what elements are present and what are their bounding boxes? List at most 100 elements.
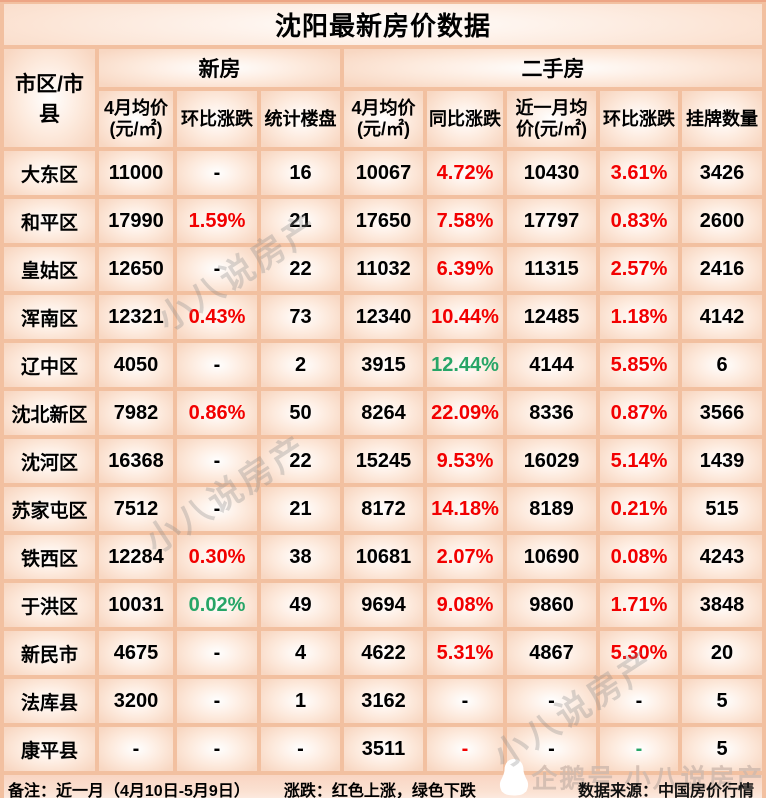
value-cell: 12485 — [507, 295, 596, 339]
value-cell: 8172 — [344, 487, 423, 531]
table-row: 和平区 17990 1.59% 21 17650 7.58% 17797 0.83% 2600 — [4, 199, 763, 243]
value-cell: 6 — [682, 343, 763, 387]
table-row: 苏家屯区 7512-21 8172 14.18% 8189 0.21% 515 — [4, 487, 763, 531]
value-cell: - — [177, 487, 257, 531]
value-cell: 1 — [261, 679, 340, 723]
value-cell: 12.44% — [427, 343, 503, 387]
table-row: 于洪区 10031 0.02% 49 9694 9.08% 9860 1.71% 3848 — [4, 583, 763, 627]
district-cell: 康平县 — [4, 727, 95, 771]
value-cell: 0.30% — [177, 535, 257, 579]
value-cell: 8189 — [507, 487, 596, 531]
value-cell: 20 — [682, 631, 763, 675]
table-row: 皇姑区 12650-22 11032 6.39% 11315 2.57% 2416 — [4, 247, 763, 291]
value-cell: 0.86% — [177, 391, 257, 435]
value-cell: 9.53% — [427, 439, 503, 483]
footer-bar: 备注：近一月（4月10日-5月9日） 涨跌：红色上涨，绿色下跌 数据来源：中国房价… — [4, 775, 762, 798]
value-cell: 14.18% — [427, 487, 503, 531]
page-title: 沈阳最新房价数据 — [4, 4, 762, 45]
value-cell: 4622 — [344, 631, 423, 675]
value-cell: 6.39% — [427, 247, 503, 291]
subheader-used-avg-price: 4月均价(元/㎡) — [344, 91, 423, 147]
value-cell: 12321 — [99, 295, 173, 339]
value-cell: 4142 — [682, 295, 763, 339]
value-cell: 12340 — [344, 295, 423, 339]
value-cell: - — [261, 727, 340, 771]
value-cell: 7512 — [99, 487, 173, 531]
value-cell: - — [177, 343, 257, 387]
value-cell: 17650 — [344, 199, 423, 243]
table-row: 沈河区 16368-22 15245 9.53% 16029 5.14% 1439 — [4, 439, 763, 483]
value-cell: 4867 — [507, 631, 596, 675]
value-cell: 16029 — [507, 439, 596, 483]
value-cell: - — [177, 439, 257, 483]
district-cell: 苏家屯区 — [4, 487, 95, 531]
table-row: 铁西区 12284 0.30% 38 10681 2.07% 10690 0.08% 4243 — [4, 535, 763, 579]
value-cell: 515 — [682, 487, 763, 531]
value-cell: 10681 — [344, 535, 423, 579]
subheader-used-yoy-change: 同比涨跌 — [427, 91, 503, 147]
district-cell: 大东区 — [4, 151, 95, 195]
value-cell: 0.08% — [600, 535, 678, 579]
value-cell: 2600 — [682, 199, 763, 243]
district-cell: 和平区 — [4, 199, 95, 243]
district-cell: 铁西区 — [4, 535, 95, 579]
value-cell: 2.07% — [427, 535, 503, 579]
value-cell: 7982 — [99, 391, 173, 435]
value-cell: 1439 — [682, 439, 763, 483]
value-cell: 22 — [261, 247, 340, 291]
value-cell: 9.08% — [427, 583, 503, 627]
corner-header: 市区/市县 — [4, 49, 95, 147]
district-cell: 沈河区 — [4, 439, 95, 483]
table-row: 辽中区 4050-2 3915 12.44% 4144 5.85% 6 — [4, 343, 763, 387]
value-cell: 17797 — [507, 199, 596, 243]
table-row: 浑南区 12321 0.43% 73 12340 10.44% 12485 1.18% 4142 — [4, 295, 763, 339]
value-cell: 10690 — [507, 535, 596, 579]
group-header-new: 新房 — [99, 49, 340, 87]
value-cell: 12650 — [99, 247, 173, 291]
subheader-new-avg-price: 4月均价(元/㎡) — [99, 91, 173, 147]
value-cell: 3200 — [99, 679, 173, 723]
value-cell: 16 — [261, 151, 340, 195]
subheader-new-mom-change: 环比涨跌 — [177, 91, 257, 147]
value-cell: 3566 — [682, 391, 763, 435]
value-cell: - — [177, 679, 257, 723]
header-group-row: 市区/市县 新房 二手房 — [4, 49, 763, 147]
value-cell: 7.58% — [427, 199, 503, 243]
subheader-used-month-avg: 近一月均价(元/㎡) — [507, 91, 596, 147]
value-cell: 3848 — [682, 583, 763, 627]
data-source-label: 数据来源：中国房价行情 — [577, 782, 754, 798]
value-cell: 5 — [682, 679, 763, 723]
value-cell: 3915 — [344, 343, 423, 387]
value-cell: - — [177, 151, 257, 195]
value-cell: 2.57% — [600, 247, 678, 291]
value-cell: - — [600, 679, 678, 723]
table-row: 康平县 - - -3511- - -5 — [4, 727, 763, 771]
value-cell: - — [177, 727, 257, 771]
district-cell: 皇姑区 — [4, 247, 95, 291]
value-cell: 5 — [682, 727, 763, 771]
value-cell: - — [507, 727, 596, 771]
value-cell: 3511 — [344, 727, 423, 771]
value-cell: 4050 — [99, 343, 173, 387]
value-cell: 4.72% — [427, 151, 503, 195]
district-cell: 浑南区 — [4, 295, 95, 339]
subheader-used-mom-change: 环比涨跌 — [600, 91, 678, 147]
group-header-used: 二手房 — [344, 49, 763, 87]
value-cell: 12284 — [99, 535, 173, 579]
value-cell: 1.71% — [600, 583, 678, 627]
value-cell: 3162 — [344, 679, 423, 723]
value-cell: - — [177, 247, 257, 291]
subheader-listing-count: 挂牌数量 — [682, 91, 763, 147]
value-cell: 5.14% — [600, 439, 678, 483]
value-cell: 10430 — [507, 151, 596, 195]
value-cell: - — [427, 727, 503, 771]
value-cell: - — [99, 727, 173, 771]
value-cell: - — [177, 631, 257, 675]
value-cell: 17990 — [99, 199, 173, 243]
value-cell: 9860 — [507, 583, 596, 627]
value-cell: 5.85% — [600, 343, 678, 387]
value-cell: 1.18% — [600, 295, 678, 339]
value-cell: 4144 — [507, 343, 596, 387]
value-cell: 38 — [261, 535, 340, 579]
